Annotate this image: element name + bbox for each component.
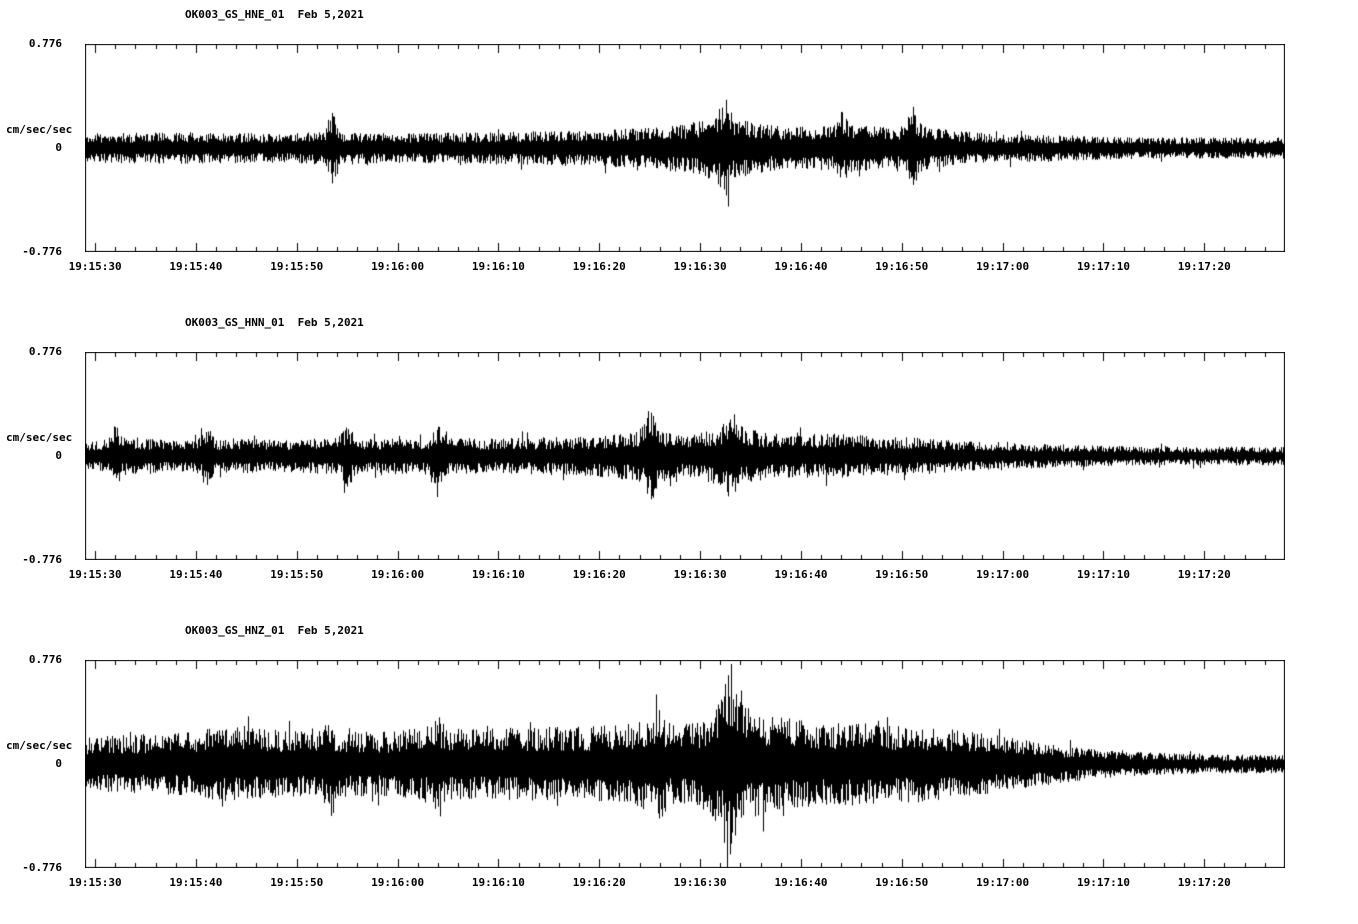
x-tick-label: 19:16:50 [875,876,929,889]
x-tick-label: 19:16:20 [572,876,626,889]
x-tick-label: 19:16:10 [471,260,525,273]
x-tick-label: 19:17:10 [1077,876,1130,889]
y-axis-label: cm/sec/sec [6,739,73,752]
x-tick-label: 19:17:10 [1077,260,1130,273]
y-tick-max: 0.776 [28,37,62,50]
x-tick-label: 19:15:40 [169,260,223,273]
y-tick-max: 0.776 [28,345,62,358]
waveform-canvas [85,352,1285,560]
plot-title: OK003_GS_HNZ_01 Feb 5,2021 [185,624,364,637]
plot-title: OK003_GS_HNN_01 Feb 5,2021 [185,316,364,329]
x-tick-label: 19:16:40 [774,260,828,273]
seismogram-panel-hne: OK003_GS_HNE_01 Feb 5,2021 0.776 cm/sec/… [0,8,1358,308]
x-tick-label: 19:17:00 [976,568,1030,581]
x-axis-labels: 19:15:30 19:15:40 19:15:50 19:16:00 19:16:10… [69,568,1285,584]
plot-title: OK003_GS_HNE_01 Feb 5,2021 [185,8,364,21]
x-tick-label: 19:17:00 [976,876,1030,889]
seismogram-panel-hnn: OK003_GS_HNN_01 Feb 5,2021 0.776 cm/sec/… [0,316,1358,616]
y-tick-min: -0.776 [22,861,62,874]
x-tick-label: 19:16:00 [371,876,425,889]
y-tick-min: -0.776 [22,245,62,258]
x-tick-label: 19:17:20 [1177,260,1231,273]
x-tick-label: 19:16:30 [673,260,727,273]
x-tick-label: 19:15:30 [68,568,122,581]
x-tick-label: 19:16:50 [875,260,929,273]
x-tick-label: 19:15:30 [68,876,122,889]
x-tick-label: 19:16:40 [774,568,828,581]
y-tick-min: -0.776 [22,553,62,566]
x-tick-label: 19:16:50 [875,568,929,581]
x-tick-label: 19:15:30 [68,260,122,273]
x-tick-label: 19:15:50 [270,876,324,889]
x-tick-label: 19:15:40 [169,568,223,581]
x-tick-label: 19:17:20 [1177,568,1231,581]
x-tick-label: 19:16:00 [371,260,425,273]
x-tick-label: 19:16:20 [572,260,626,273]
y-axis-label: cm/sec/sec [6,431,73,444]
x-tick-label: 19:16:10 [471,876,525,889]
x-tick-label: 19:17:10 [1077,568,1130,581]
seismogram-panel-hnz: OK003_GS_HNZ_01 Feb 5,2021 0.776 cm/sec/… [0,624,1358,924]
y-tick-zero: 0 [55,141,62,154]
x-tick-label: 19:15:50 [270,260,324,273]
y-tick-max: 0.776 [28,653,62,666]
y-axis-label: cm/sec/sec [6,123,73,136]
y-tick-zero: 0 [55,449,62,462]
x-axis-labels: 19:15:30 19:15:40 19:15:50 19:16:00 19:16:10… [69,260,1285,276]
x-tick-label: 19:17:20 [1177,876,1231,889]
x-tick-label: 19:16:30 [673,876,727,889]
x-tick-label: 19:17:00 [976,260,1030,273]
waveform-canvas [85,44,1285,252]
x-axis-labels: 19:15:30 19:15:40 19:15:50 19:16:00 19:16:10… [69,876,1285,892]
x-tick-label: 19:16:30 [673,568,727,581]
x-tick-label: 19:16:20 [572,568,626,581]
x-tick-label: 19:15:40 [169,876,223,889]
x-tick-label: 19:16:00 [371,568,425,581]
x-tick-label: 19:15:50 [270,568,324,581]
y-tick-zero: 0 [55,757,62,770]
x-tick-label: 19:16:40 [774,876,828,889]
x-tick-label: 19:16:10 [471,568,525,581]
waveform-canvas [85,660,1285,868]
